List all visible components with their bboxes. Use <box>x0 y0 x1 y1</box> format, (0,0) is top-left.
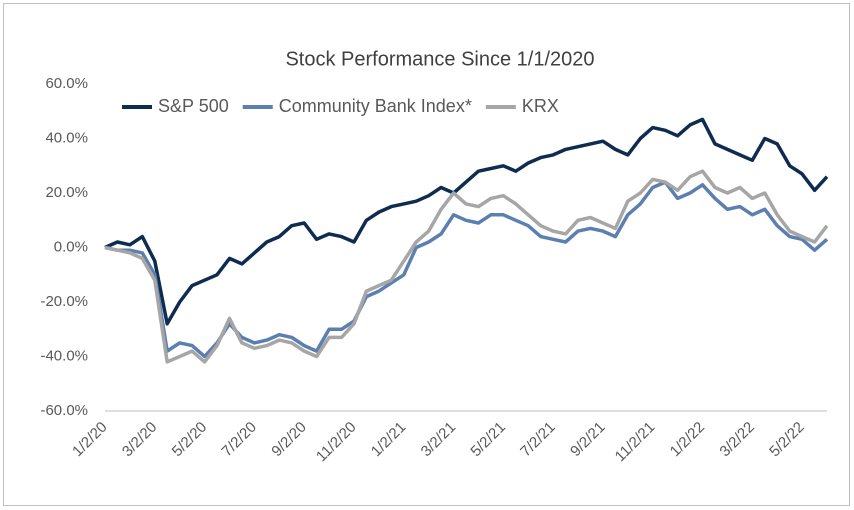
series-line <box>104 169 829 364</box>
y-tick-label: -60.0% <box>40 402 88 419</box>
y-tick-label: 20.0% <box>45 184 88 201</box>
y-tick-label: 0.0% <box>54 238 88 255</box>
y-tick-label: -40.0% <box>40 347 88 364</box>
legend-label: S&P 500 <box>158 96 229 116</box>
legend-label: KRX <box>522 96 559 116</box>
y-tick-label: -20.0% <box>40 293 88 310</box>
y-tick-label: 60.0% <box>45 75 88 92</box>
y-tick-label: 40.0% <box>45 129 88 146</box>
legend-label: Community Bank Index* <box>279 96 472 116</box>
series-line <box>104 117 829 326</box>
chart-title: Stock Performance Since 1/1/2020 <box>285 48 594 70</box>
